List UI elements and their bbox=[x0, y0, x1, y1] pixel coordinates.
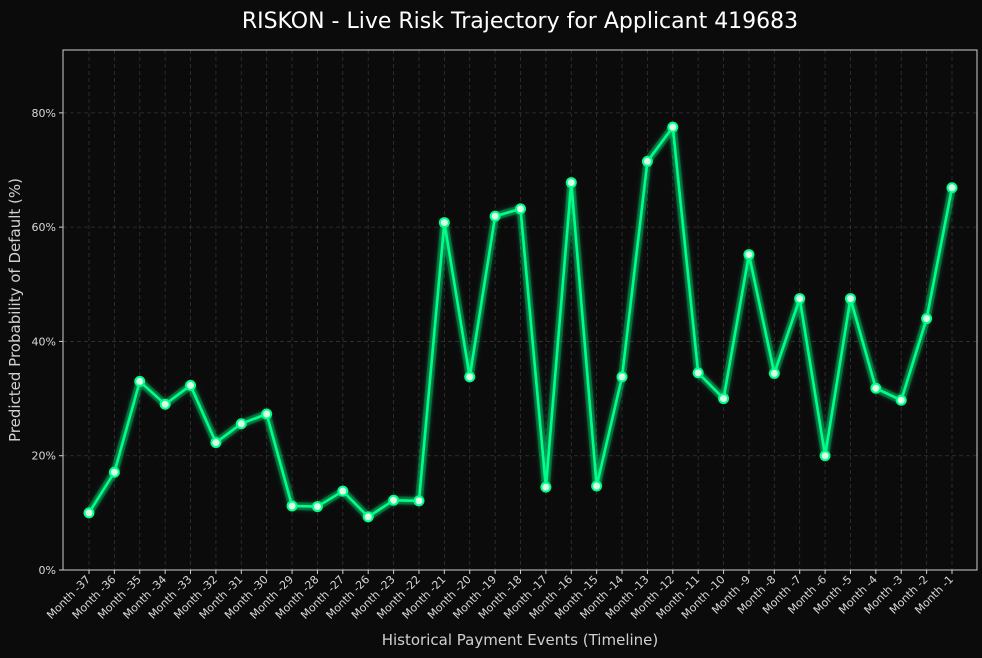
data-point bbox=[768, 367, 780, 379]
y-tick-label: 20% bbox=[32, 450, 56, 463]
y-tick-label: 60% bbox=[32, 221, 56, 234]
data-point bbox=[540, 481, 552, 493]
y-tick-label: 80% bbox=[32, 107, 56, 120]
data-point bbox=[946, 182, 958, 194]
data-point bbox=[134, 375, 146, 387]
plot-frame bbox=[62, 49, 978, 571]
data-point bbox=[515, 203, 526, 215]
data-point bbox=[159, 398, 171, 410]
data-point bbox=[895, 394, 907, 406]
data-point bbox=[311, 501, 323, 513]
data-point bbox=[489, 210, 501, 222]
data-point bbox=[591, 480, 603, 492]
data-point bbox=[641, 155, 653, 167]
data-point bbox=[565, 177, 577, 189]
data-point bbox=[438, 217, 450, 229]
data-point bbox=[819, 450, 831, 462]
data-point bbox=[413, 495, 425, 507]
series-layer bbox=[83, 121, 958, 523]
data-point bbox=[921, 313, 933, 325]
data-point bbox=[388, 494, 400, 506]
data-point bbox=[235, 418, 247, 430]
y-tick-layer: 0% 20% 40% 60% 80% bbox=[32, 107, 63, 577]
data-point bbox=[83, 507, 95, 519]
chart-title: RISKON - Live Risk Trajectory for Applic… bbox=[242, 9, 798, 34]
data-point bbox=[185, 379, 197, 391]
grid-layer bbox=[63, 50, 977, 571]
data-point bbox=[362, 511, 374, 523]
data-point bbox=[261, 408, 273, 420]
data-point bbox=[337, 485, 349, 497]
x-axis-label: Historical Payment Events (Timeline) bbox=[382, 631, 659, 649]
data-point bbox=[667, 121, 679, 133]
data-point bbox=[844, 293, 856, 305]
data-point bbox=[108, 466, 120, 478]
y-tick-label: 40% bbox=[32, 335, 56, 348]
data-point bbox=[286, 500, 298, 512]
data-point bbox=[210, 437, 222, 449]
y-tick-label: 0% bbox=[39, 564, 56, 577]
data-point bbox=[464, 371, 476, 383]
data-point bbox=[870, 382, 882, 394]
data-point bbox=[743, 249, 755, 261]
data-point bbox=[616, 371, 628, 383]
data-point bbox=[794, 293, 806, 305]
data-point bbox=[692, 367, 704, 379]
data-point bbox=[718, 393, 730, 405]
y-axis-label: Predicted Probability of Default (%) bbox=[6, 178, 24, 442]
